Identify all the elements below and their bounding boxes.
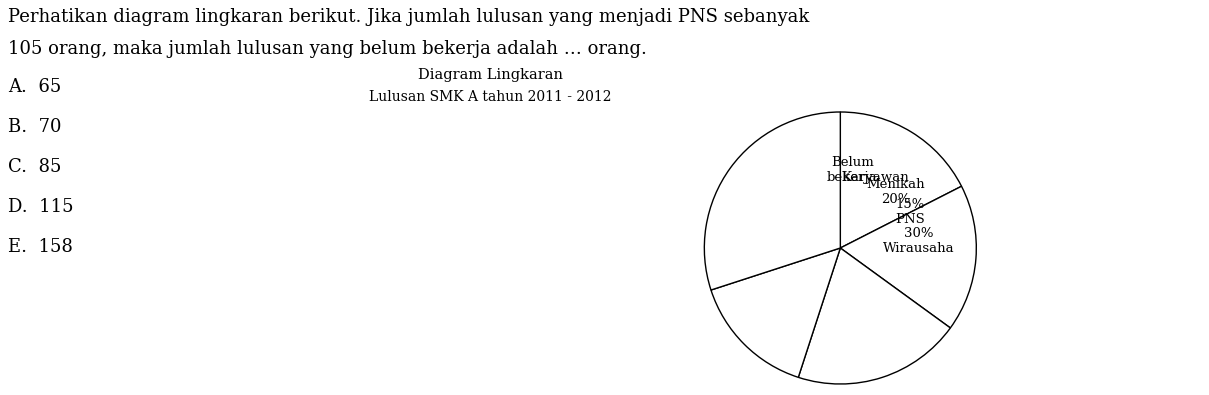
- Text: 15%
PNS: 15% PNS: [896, 198, 925, 226]
- Wedge shape: [798, 248, 950, 384]
- Text: Diagram Lingkaran: Diagram Lingkaran: [417, 68, 562, 82]
- Text: Belum
bekerja: Belum bekerja: [827, 156, 878, 184]
- Text: Karyawan: Karyawan: [841, 171, 909, 184]
- Wedge shape: [705, 112, 840, 290]
- Text: Lulusan SMK A tahun 2011 - 2012: Lulusan SMK A tahun 2011 - 2012: [369, 90, 612, 104]
- Text: 30%
Wirausaha: 30% Wirausaha: [883, 227, 955, 255]
- Text: A.  65: A. 65: [8, 78, 62, 96]
- Text: B.  70: B. 70: [8, 118, 62, 136]
- Text: 105 orang, maka jumlah lulusan yang belum bekerja adalah … orang.: 105 orang, maka jumlah lulusan yang belu…: [8, 40, 647, 58]
- Wedge shape: [840, 186, 977, 328]
- Text: C.  85: C. 85: [8, 158, 62, 176]
- Text: Perhatikan diagram lingkaran berikut. Jika jumlah lulusan yang menjadi PNS seban: Perhatikan diagram lingkaran berikut. Ji…: [8, 8, 809, 26]
- Text: D.  115: D. 115: [8, 198, 74, 216]
- Wedge shape: [711, 248, 840, 377]
- Text: E.  158: E. 158: [8, 238, 73, 256]
- Text: Menikah
20%: Menikah 20%: [867, 178, 925, 206]
- Wedge shape: [840, 112, 961, 248]
